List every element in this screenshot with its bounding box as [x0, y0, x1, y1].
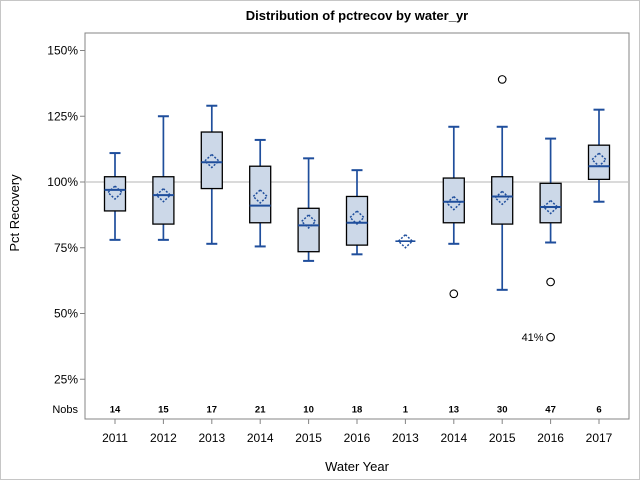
box-group-2016-5 — [345, 169, 369, 256]
nobs-value: 14 — [110, 405, 121, 416]
mean-diamond — [155, 187, 172, 203]
iqr-box — [297, 207, 320, 253]
x-tick-label: 2014 — [247, 431, 274, 445]
nobs-value: 30 — [497, 405, 508, 416]
x-tick-label: 2016 — [344, 431, 371, 445]
y-axis-label: Pct Recovery — [7, 174, 22, 252]
box-group-2013-6 — [395, 233, 416, 249]
box-group-2012-1 — [152, 115, 175, 241]
x-tick-label: 2016 — [537, 431, 564, 445]
nobs-value: 10 — [303, 405, 314, 416]
chart-title: Distribution of pctrecov by water_yr — [245, 8, 469, 23]
nobs-value: 15 — [158, 405, 169, 416]
y-tick-label: 50% — [54, 307, 78, 321]
nobs-value: 17 — [207, 405, 218, 416]
mean-diamond — [397, 233, 414, 249]
x-tick-label: 2014 — [440, 431, 467, 445]
nobs-value: 1 — [403, 405, 409, 416]
mean-diamond — [348, 209, 366, 226]
x-tick-label: 2011 — [102, 431, 128, 445]
iqr-box — [152, 176, 175, 225]
mean-diamond — [252, 188, 269, 204]
x-tick-label: 2013 — [392, 431, 419, 445]
box-group-2013-2 — [200, 104, 223, 245]
box-group-2016-9 — [539, 137, 562, 342]
box-group-2014-7 — [442, 125, 465, 299]
mean-diamond — [445, 195, 462, 211]
box-group-2015-8 — [491, 75, 514, 291]
box-group-2014-3 — [249, 138, 272, 248]
x-tick-label: 2013 — [198, 431, 225, 445]
iqr-box — [103, 176, 127, 212]
nobs-row-label: Nobs — [52, 404, 78, 416]
x-tick-label: 2012 — [150, 431, 177, 445]
nobs-value: 13 — [449, 405, 460, 416]
nobs-value: 47 — [545, 405, 556, 416]
iqr-box — [249, 165, 272, 224]
y-tick-label: 25% — [54, 372, 78, 386]
nobs-value: 21 — [255, 405, 266, 416]
x-tick-label: 2015 — [489, 431, 516, 445]
mean-diamond — [542, 199, 559, 215]
outlier-label: 41% — [522, 332, 544, 344]
iqr-box — [587, 144, 611, 181]
outlier-point — [497, 75, 507, 84]
y-tick-label: 125% — [47, 109, 78, 123]
mean-diamond — [203, 153, 220, 169]
mean-diamond — [590, 152, 608, 168]
iqr-box — [200, 131, 223, 190]
x-tick-label: 2015 — [295, 431, 322, 445]
iqr-box — [442, 177, 465, 224]
box-group-2015-4 — [297, 157, 320, 262]
x-tick-label: 2017 — [586, 431, 613, 445]
iqr-box — [539, 182, 562, 224]
box-group-2017-10 — [587, 108, 611, 203]
y-tick-label: 100% — [47, 175, 78, 189]
box-group-2011-0 — [103, 152, 127, 241]
iqr-box — [345, 195, 369, 246]
outlier-point — [449, 289, 459, 299]
outlier-point — [546, 277, 555, 287]
mean-diamond — [106, 184, 124, 201]
mean-diamond — [300, 213, 317, 229]
x-axis-label: Water Year — [325, 459, 390, 474]
iqr-box — [491, 176, 514, 225]
y-tick-label: 150% — [47, 44, 78, 58]
outlier-point — [546, 332, 555, 342]
nobs-value: 6 — [596, 405, 601, 416]
mean-diamond — [494, 190, 511, 206]
nobs-value: 18 — [352, 405, 363, 416]
y-tick-label: 75% — [54, 241, 78, 255]
